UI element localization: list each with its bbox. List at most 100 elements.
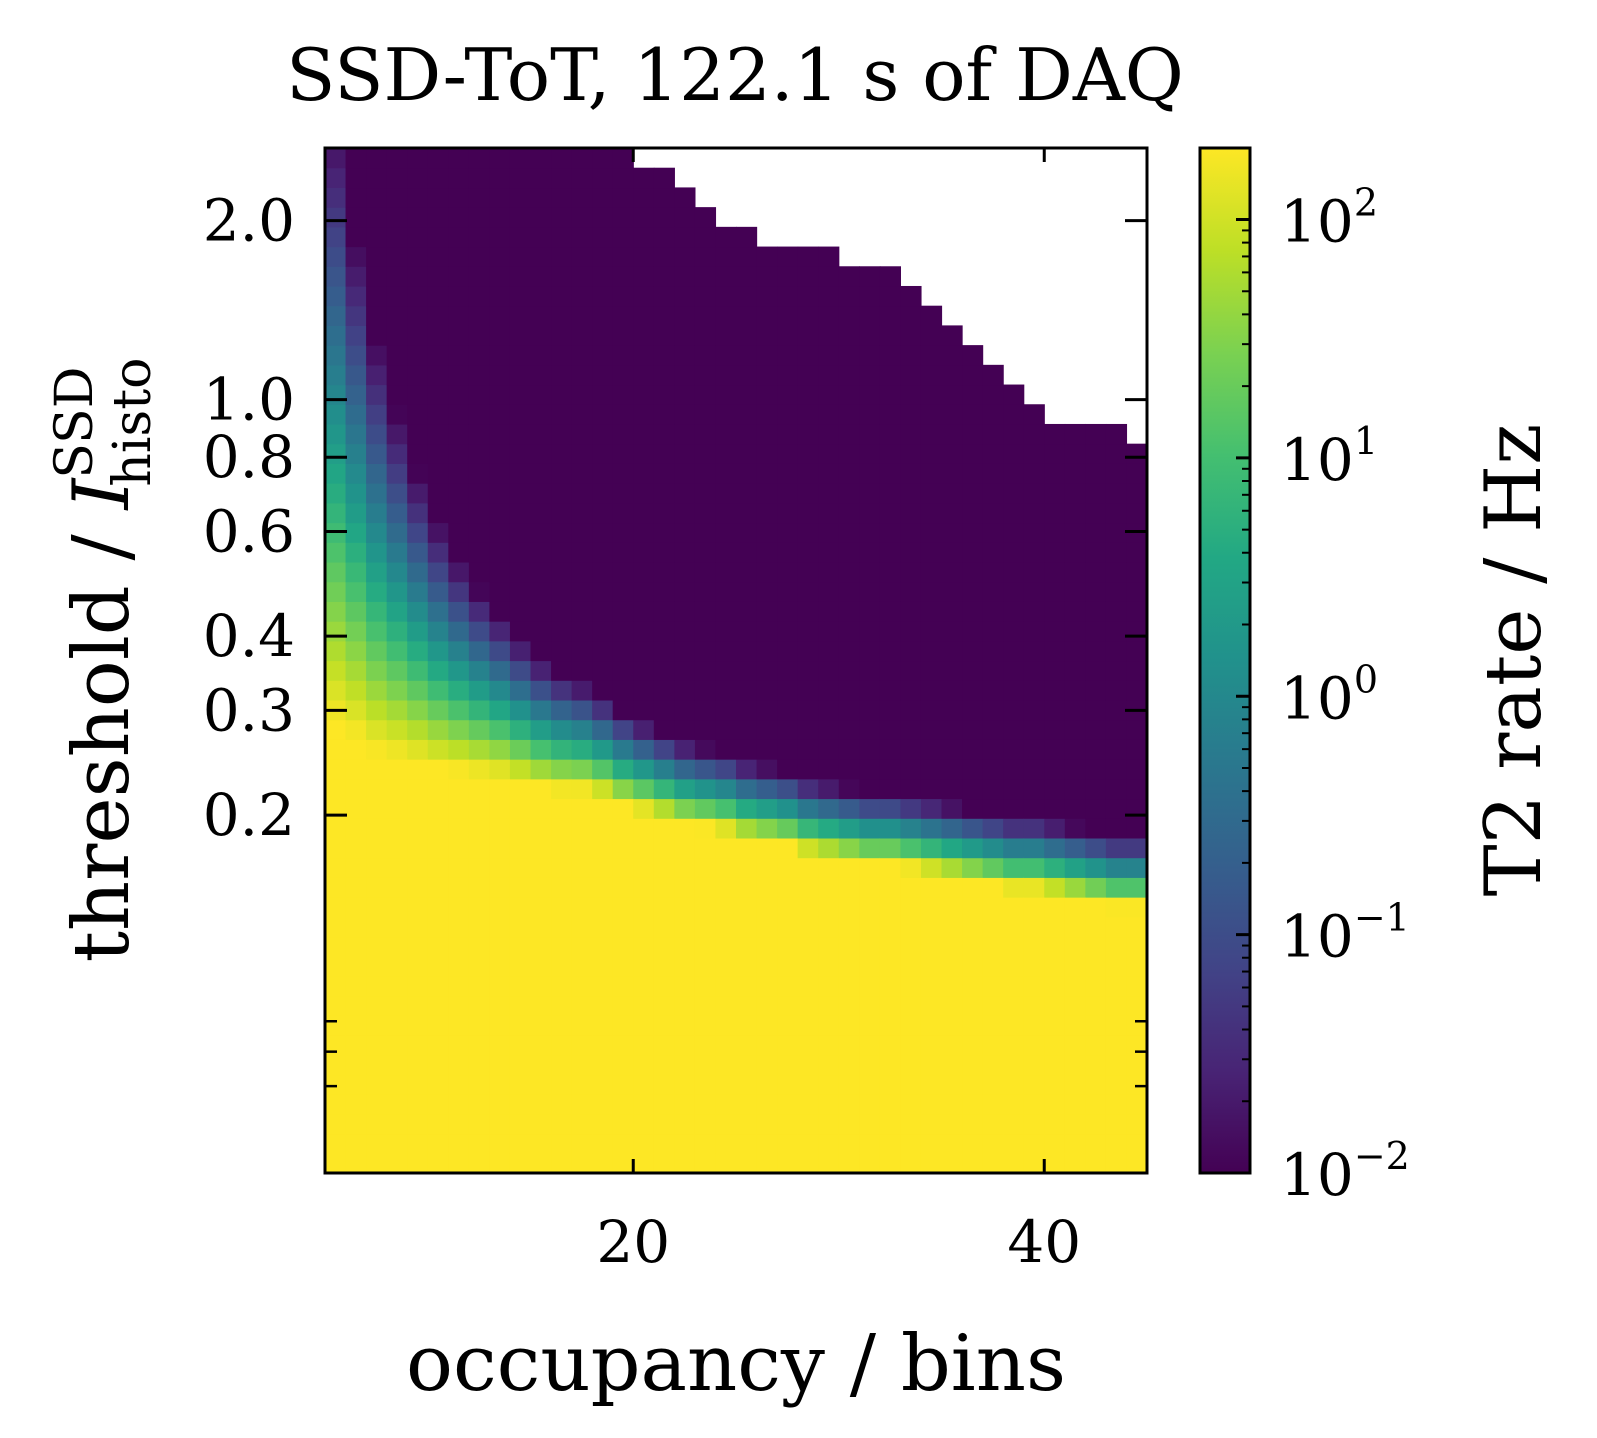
heatmap-cell [653,818,675,839]
heatmap-cell [571,404,593,425]
heatmap-cell [674,522,696,543]
heatmap-cell [941,325,963,346]
heatmap-cell [1003,542,1025,563]
heatmap-cell [1064,1054,1086,1076]
heatmap-cell [756,975,778,997]
heatmap-cell [571,739,593,760]
heatmap-cell [920,798,943,819]
heatmap-cell [427,325,449,346]
heatmap-cell [468,581,490,602]
heatmap-cell [592,601,614,622]
heatmap-cell [468,483,490,504]
heatmap-cell [838,818,860,839]
heatmap-cell [407,995,429,1016]
heatmap-cell [551,483,573,504]
heatmap-cell [551,423,573,445]
heatmap-cell [694,345,717,366]
heatmap-cell [879,266,901,287]
heatmap-cell [448,384,470,405]
heatmap-cell [1126,581,1147,602]
heatmap-cell [633,818,655,839]
heatmap-cell [1023,601,1045,622]
heatmap-cell [941,640,963,662]
heatmap-cell [920,936,943,957]
heatmap-cell [407,345,429,366]
heatmap-cell [1023,857,1045,878]
heatmap-cell [900,325,922,346]
heatmap-cell [674,621,696,642]
heatmap-cell [777,285,799,307]
heatmap-cell [818,325,840,346]
heatmap-cell [468,916,490,938]
heatmap-cell [571,719,593,740]
heatmap-cell [736,936,758,957]
heatmap-cell [777,759,799,780]
heatmap-cell [1126,857,1147,878]
heatmap-cell [674,1133,696,1154]
heatmap-cell [653,936,675,957]
heatmap-cell [694,621,717,642]
heatmap-cell [407,640,429,662]
heatmap-cell [879,759,901,780]
heatmap-cell [900,581,922,602]
heatmap-cell [736,561,758,583]
heatmap-cell [1085,778,1107,800]
heatmap-cell [756,542,778,563]
heatmap-cell [468,936,490,957]
heatmap-cell [427,798,449,819]
heatmap-cell [509,660,532,681]
heatmap-cell [407,1133,429,1154]
heatmap-cell [366,384,388,405]
heatmap-cell [633,207,655,228]
heatmap-cell [777,443,799,464]
heatmap-cell [674,187,696,208]
heatmap-cell [633,1074,655,1095]
heatmap-cell [1064,975,1086,997]
heatmap-cell [982,1113,1004,1135]
heatmap-cell [1044,699,1066,721]
heatmap-cell [1085,759,1107,780]
heatmap-cell [633,877,655,898]
heatmap-cell [489,1035,511,1056]
heatmap-cell [509,246,532,267]
heatmap-cell [900,975,922,997]
heatmap-cell [1085,837,1107,859]
heatmap-cell [530,995,552,1016]
heatmap-cell [345,699,367,721]
heatmap-cell [777,719,799,740]
heatmap-cell [592,719,614,740]
heatmap-cell [448,207,470,228]
heatmap-cell [859,1035,881,1056]
heatmap-cell [736,680,758,701]
heatmap-cell [900,897,922,918]
heatmap-cell [859,1054,881,1076]
heatmap-cell [448,778,470,800]
heatmap-cell [612,640,634,662]
heatmap-cell [715,916,737,938]
y-tick-label: 0.3 [203,676,295,744]
heatmap-cell [571,522,593,543]
heatmap-cell [653,207,675,228]
heatmap-cell [509,778,532,800]
heatmap-cell [325,345,347,366]
heatmap-cell [859,916,881,938]
heatmap-cell [489,187,511,208]
heatmap-cell [736,818,758,839]
heatmap-cell [1085,877,1107,898]
heatmap-cell [592,1094,614,1115]
heatmap-cell [715,345,737,366]
heatmap-cell [386,187,408,208]
heatmap-cell [777,640,799,662]
heatmap-cell [694,285,717,307]
heatmap-cell [1085,542,1107,563]
heatmap-cell [509,187,532,208]
heatmap-cell [736,266,758,287]
heatmap-cell [736,404,758,425]
heatmap-cell [366,483,388,504]
heatmap-cell [1105,837,1128,859]
heatmap-cell [489,818,511,839]
heatmap-cell [1064,837,1086,859]
heatmap-cell [797,857,819,878]
heatmap-cell [1064,719,1086,740]
heatmap-cell [489,1133,511,1154]
